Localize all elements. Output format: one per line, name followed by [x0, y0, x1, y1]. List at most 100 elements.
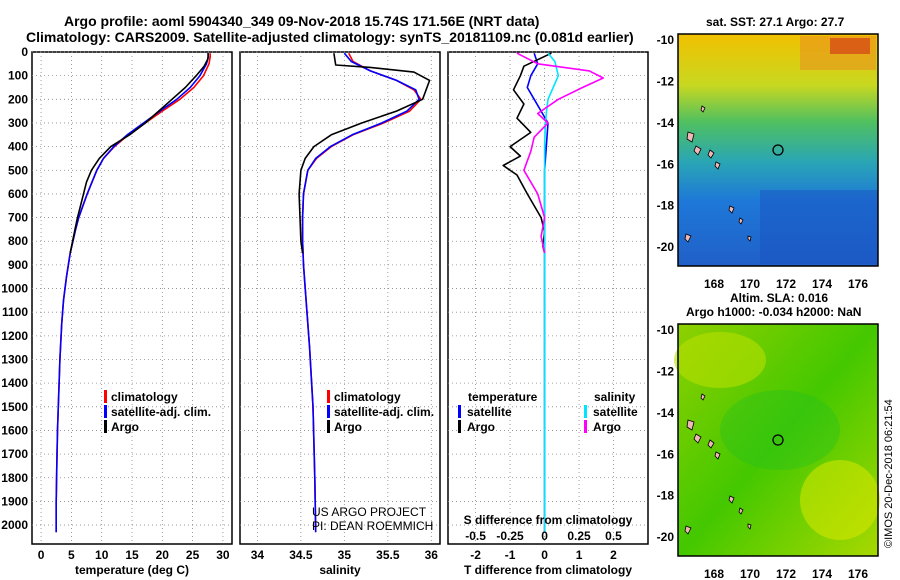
s-diff-tick-label: 0 [541, 529, 548, 543]
depth-tick-label: 1800 [1, 471, 28, 485]
depth-tick-label: 0 [21, 45, 28, 59]
legend-salinity-title: salinity [594, 390, 636, 404]
legend-temperature-title: temperature [468, 390, 538, 404]
latitude-tick-label: -20 [657, 240, 675, 254]
legend-climatology-label: climatology [334, 390, 401, 404]
depth-tick-label: 100 [8, 69, 28, 83]
latitude-tick-label: -10 [657, 323, 675, 337]
temperature-legend: climatology satellite-adj. clim. Argo [104, 390, 211, 434]
latitude-tick-label: -18 [657, 199, 675, 213]
latitude-tick-label: -16 [657, 157, 675, 171]
legend-argo-swatch [104, 420, 107, 433]
sla-high-patch [800, 460, 880, 540]
depth-tick-label: 1500 [1, 400, 28, 414]
sla-high-patch [674, 332, 766, 388]
x-tick-label: 0 [38, 548, 45, 562]
argo-position-marker [772, 434, 784, 446]
longitude-tick-label: 172 [776, 277, 796, 291]
depth-tick-label: 600 [8, 187, 28, 201]
sst-map [677, 33, 879, 267]
x-tick-label: 10 [95, 548, 109, 562]
x-tick-label: 35 [338, 548, 352, 562]
legend-argo-swatch [327, 420, 330, 433]
series-satellite-adj-clim- [301, 52, 420, 533]
longitude-tick-label: 170 [740, 567, 760, 580]
series-climatology [301, 52, 422, 533]
temperature-xlabel: temperature (deg C) [75, 563, 189, 577]
latitude-tick-label: -10 [657, 33, 675, 47]
longitude-tick-label: 174 [812, 277, 832, 291]
s-diff-tick-label: -0.25 [496, 529, 524, 543]
salinity-xlabel: salinity [319, 563, 361, 577]
longitude-tick-label: 170 [740, 277, 760, 291]
sla-map-title-2: Argo h1000: -0.034 h2000: NaN [686, 305, 861, 319]
sst-cool-patch [760, 190, 878, 264]
x-tick-label: 36 [425, 548, 439, 562]
series-climatology [55, 53, 211, 533]
latitude-tick-label: -18 [657, 489, 675, 503]
sla-frame [677, 323, 879, 557]
s-diff-tick-label: 0.5 [605, 529, 622, 543]
legend-t-satellite-swatch [458, 405, 461, 418]
sla-low-patch [720, 390, 840, 470]
longitude-tick-label: 168 [704, 567, 724, 580]
depth-tick-label: 1700 [1, 447, 28, 461]
legend-argo-label: Argo [111, 420, 139, 434]
depth-tick-label: 1000 [1, 282, 28, 296]
depth-tick-label: 1100 [2, 305, 28, 319]
x-tick-label: 0 [541, 548, 548, 562]
latitude-tick-label: -12 [657, 74, 675, 88]
salinity-panel [239, 51, 441, 545]
latitude-tick-label: -14 [657, 406, 675, 420]
series-satellite-adj-clim- [55, 53, 210, 533]
x-tick-label: 15 [125, 548, 139, 562]
s-diff-tick-label: 0.25 [567, 529, 591, 543]
legend-t-argo-label: Argo [467, 420, 495, 434]
sst-hot-patch [830, 38, 870, 54]
depth-tick-label: 200 [8, 92, 28, 106]
legend-satellite-label: satellite-adj. clim. [111, 405, 211, 419]
x-tick-label: -2 [470, 548, 481, 562]
temperature-panel [31, 51, 233, 545]
sla-map [674, 323, 880, 557]
latitude-tick-label: -16 [657, 447, 675, 461]
sst-map-title: sat. SST: 27.1 Argo: 27.7 [706, 15, 845, 29]
longitude-tick-label: 174 [812, 567, 832, 580]
depth-tick-label: 2000 [1, 518, 28, 532]
title-line-1: Argo profile: aoml 5904340_349 09-Nov-20… [64, 13, 539, 29]
x-tick-label: 1 [576, 548, 583, 562]
s-diff-tick-label: -0.5 [465, 529, 486, 543]
x-tick-label: 20 [156, 548, 170, 562]
legend-climatology-label: climatology [111, 390, 178, 404]
depth-tick-label: 900 [8, 258, 28, 272]
x-tick-label: 2 [610, 548, 617, 562]
x-tick-label: 35.5 [376, 548, 400, 562]
depth-tick-label: 700 [8, 211, 28, 225]
longitude-tick-label: 176 [848, 277, 868, 291]
salinity-legend: climatology satellite-adj. clim. Argo US… [312, 390, 434, 533]
difference-xlabel: T difference from climatology [464, 563, 632, 577]
sla-map-title-1: Altim. SLA: 0.016 [730, 291, 828, 305]
difference-legend: temperature satellite Argo salinity sate… [458, 390, 638, 434]
latitude-tick-label: -12 [657, 364, 675, 378]
islands-sla [684, 393, 752, 535]
legend-satellite-swatch [327, 405, 330, 418]
legend-climatology-swatch [327, 390, 330, 403]
pi-annotation: PI: DEAN ROEMMICH [312, 519, 433, 533]
x-tick-label: 34 [251, 548, 265, 562]
legend-satellite-label: satellite-adj. clim. [334, 405, 434, 419]
legend-climatology-swatch [104, 390, 107, 403]
depth-tick-label: 1400 [1, 376, 28, 390]
depth-tick-label: 1200 [1, 329, 28, 343]
legend-argo-label: Argo [334, 420, 362, 434]
difference-top-label: S difference from climatology [464, 513, 633, 527]
sst-frame [677, 33, 879, 267]
depth-tick-label: 300 [8, 116, 28, 130]
x-tick-label: 25 [186, 548, 200, 562]
latitude-tick-label: -14 [657, 116, 675, 130]
latitude-tick-label: -20 [657, 530, 675, 544]
depth-tick-label: 1300 [1, 353, 28, 367]
x-tick-label: 30 [216, 548, 230, 562]
depth-tick-label: 800 [8, 234, 28, 248]
